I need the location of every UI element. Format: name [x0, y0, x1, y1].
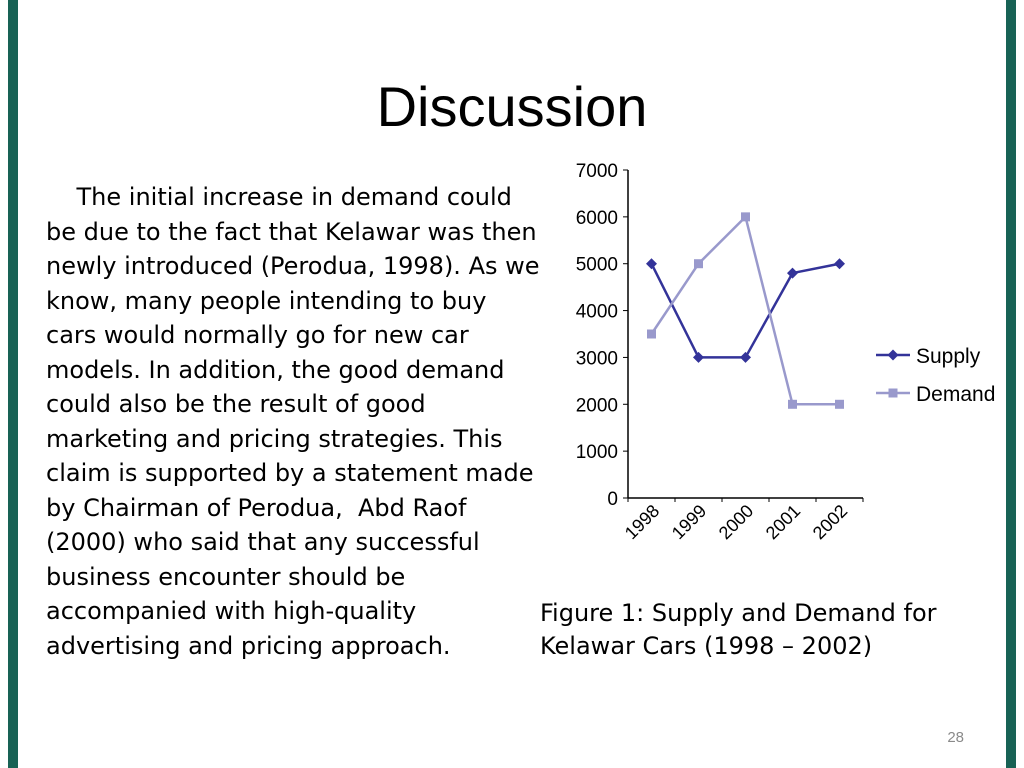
svg-text:2000: 2000	[715, 501, 757, 543]
svg-text:6000: 6000	[576, 208, 618, 229]
svg-text:0: 0	[607, 489, 618, 510]
supply-demand-chart: 0 1000 2000 3000 4000 5000 6000 7000 1998 1999 200…	[558, 158, 1016, 594]
figure-caption: Figure 1: Supply and Demand for Kelawar …	[540, 599, 937, 660]
svg-text:2001: 2001	[762, 501, 804, 543]
svg-text:5000: 5000	[576, 255, 618, 276]
svg-text:3000: 3000	[576, 348, 618, 369]
svg-text:Demand: Demand	[916, 383, 995, 406]
body-paragraph: The initial increase in demand could be …	[46, 183, 548, 660]
svg-text:7000: 7000	[576, 161, 618, 182]
svg-text:1998: 1998	[621, 501, 663, 543]
slide-title: Discussion	[376, 74, 648, 138]
svg-text:Supply: Supply	[916, 345, 981, 368]
svg-text:1000: 1000	[576, 442, 618, 463]
page-number: 28	[947, 729, 964, 746]
svg-text:4000: 4000	[576, 302, 618, 323]
svg-text:2000: 2000	[576, 395, 618, 416]
right-edge-accent-bar	[1006, 0, 1016, 768]
svg-text:2002: 2002	[809, 501, 851, 543]
svg-text:1999: 1999	[668, 501, 710, 543]
left-edge-accent-bar	[8, 0, 18, 768]
